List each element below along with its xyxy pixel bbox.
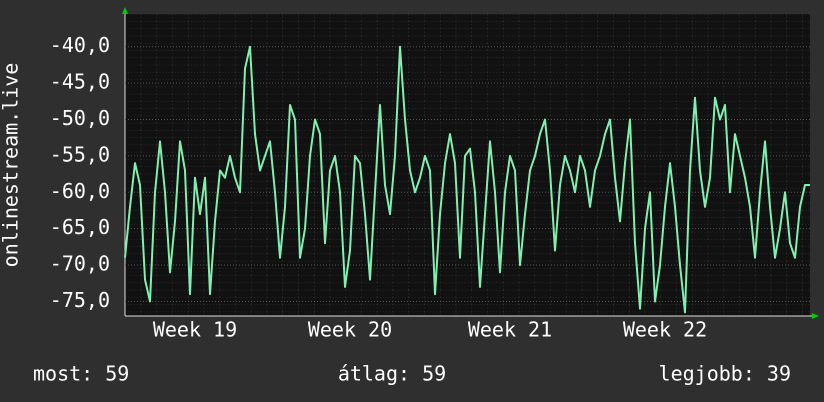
y-tick-label: -40,0 xyxy=(50,33,110,57)
x-tick-label: Week 19 xyxy=(153,318,237,342)
y-tick-label: -65,0 xyxy=(50,215,110,239)
x-tick-label: Week 22 xyxy=(623,318,707,342)
y-arrow xyxy=(122,7,128,14)
data-line xyxy=(124,45,810,314)
y-tick-label: -70,0 xyxy=(50,252,110,276)
current-value: most: 59 xyxy=(33,362,129,386)
y-tick-label: -45,0 xyxy=(50,70,110,94)
x-tick-label: Week 21 xyxy=(468,318,552,342)
x-tick-label: Week 20 xyxy=(308,318,392,342)
y-tick-label: -75,0 xyxy=(50,288,110,312)
y-tick-label: -60,0 xyxy=(50,179,110,203)
best-value: legjobb: 39 xyxy=(659,362,791,386)
y-axis-title: onlinestream.live xyxy=(0,63,23,268)
y-tick-label: -50,0 xyxy=(50,106,110,130)
average-value: átlag: 59 xyxy=(338,362,446,386)
y-tick-label: -55,0 xyxy=(50,142,110,166)
x-arrow xyxy=(812,313,819,319)
minor-grid xyxy=(125,14,810,316)
